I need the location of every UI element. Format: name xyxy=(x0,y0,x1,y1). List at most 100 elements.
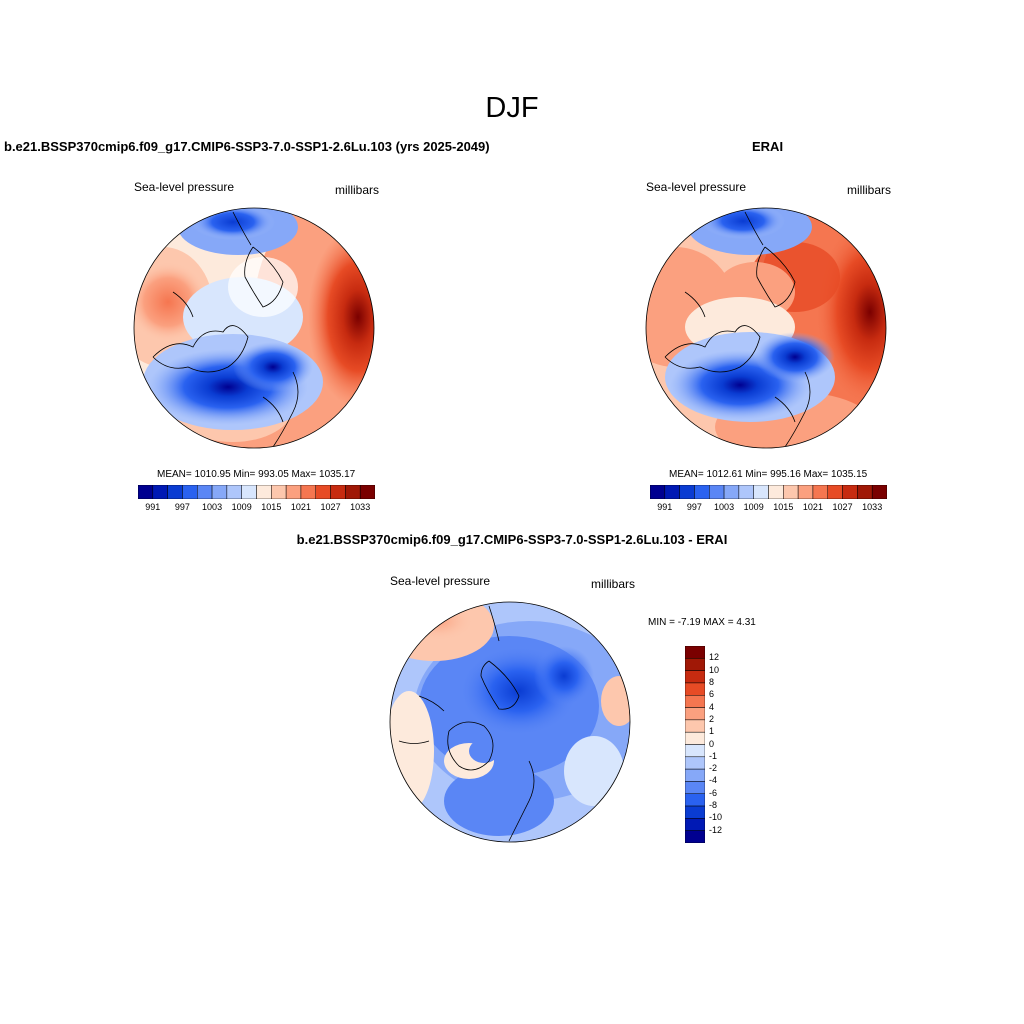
colorbar-swatch xyxy=(679,485,695,499)
diff-units-label: millibars xyxy=(591,577,636,591)
colorbar-swatch xyxy=(167,485,183,499)
colorbar-tick-label: -6 xyxy=(709,787,718,798)
colorbar-tick-label: -2 xyxy=(709,763,718,774)
colorbar-swatch xyxy=(664,485,680,499)
colorbar-swatch xyxy=(226,485,242,499)
colorbar-tick-label: 0 xyxy=(709,738,715,749)
colorbar-swatch xyxy=(685,744,705,758)
colorbar-swatch xyxy=(271,485,287,499)
figure-title: DJF xyxy=(485,92,539,124)
colorbar-tick-label: 12 xyxy=(709,652,720,663)
colorbar-tick-label: -10 xyxy=(709,812,723,823)
colorbar-tick-label: 1021 xyxy=(802,502,823,512)
colorbar-swatch xyxy=(694,485,710,499)
colorbar-swatch xyxy=(685,793,705,807)
colorbar-tick-label: 1 xyxy=(709,726,715,737)
obs-polar-map xyxy=(645,207,887,449)
colorbar-swatch xyxy=(685,731,705,745)
colorbar-tick-label: 1009 xyxy=(743,502,764,512)
colorbar-swatch xyxy=(241,485,257,499)
colorbar-tick-label: -4 xyxy=(709,775,718,786)
colorbar-swatch xyxy=(152,485,168,499)
obs-variable-label: Sea-level pressure xyxy=(646,180,747,194)
colorbar-tick-label: 8 xyxy=(709,676,715,687)
colorbar-swatch xyxy=(345,485,361,499)
model-colorbar xyxy=(138,485,375,499)
colorbar-swatch xyxy=(783,485,799,499)
colorbar-tick-label: 1003 xyxy=(202,502,223,512)
diff-variable-label: Sea-level pressure xyxy=(390,574,491,588)
diff-case-title: b.e21.BSSP370cmip6.f09_g17.CMIP6-SSP3-7.… xyxy=(296,532,728,547)
colorbar-tick-label: 1003 xyxy=(714,502,735,512)
model-stats: MEAN= 1010.95 Min= 993.05 Max= 1035.17 xyxy=(157,469,356,480)
colorbar-swatch xyxy=(685,781,705,794)
colorbar-swatch xyxy=(738,485,754,499)
colorbar-tick-label: 991 xyxy=(145,502,161,512)
colorbar-tick-label: 991 xyxy=(657,502,673,512)
colorbar-tick-label: -8 xyxy=(709,800,718,811)
colorbar-tick-label: 1015 xyxy=(261,502,282,512)
colorbar-swatch xyxy=(211,485,228,499)
colorbar-tick-label: 997 xyxy=(174,502,190,512)
obs-colorbar-ticks: 991 997 1003 1009 1015 1021 1027 1033 xyxy=(650,502,887,514)
colorbar-tick-label: 6 xyxy=(709,689,715,700)
colorbar-swatch xyxy=(685,658,705,671)
colorbar-swatch xyxy=(285,485,302,499)
colorbar-swatch xyxy=(709,485,725,499)
colorbar-tick-label: -1 xyxy=(709,750,718,761)
colorbar-tick-label: 1009 xyxy=(231,502,252,512)
colorbar-swatch xyxy=(753,485,769,499)
model-case-title: b.e21.BSSP370cmip6.f09_g17.CMIP6-SSP3-7.… xyxy=(4,139,490,154)
colorbar-swatch xyxy=(827,485,843,499)
colorbar-swatch xyxy=(797,485,814,499)
colorbar-swatch xyxy=(842,485,858,499)
colorbar-swatch xyxy=(685,707,705,721)
colorbar-swatch xyxy=(138,485,154,499)
diff-stats: MIN = -7.19 MAX = 4.31 xyxy=(648,617,756,628)
colorbar-swatch xyxy=(182,485,198,499)
obs-stats: MEAN= 1012.61 Min= 995.16 Max= 1035.15 xyxy=(669,469,868,480)
colorbar-tick-label: 4 xyxy=(709,701,715,712)
colorbar-tick-label: 997 xyxy=(686,502,702,512)
model-colorbar-ticks: 991 997 1003 1009 1015 1021 1027 1033 xyxy=(138,502,375,514)
colorbar-swatch xyxy=(685,682,705,696)
colorbar-swatch xyxy=(315,485,331,499)
colorbar-tick-label: -12 xyxy=(709,824,723,835)
colorbar-swatch xyxy=(197,485,213,499)
obs-case-title: ERAI xyxy=(752,139,784,154)
colorbar-swatch xyxy=(330,485,346,499)
model-units-label: millibars xyxy=(335,183,380,197)
model-variable-label: Sea-level pressure xyxy=(134,180,235,194)
colorbar-tick-label: 1021 xyxy=(290,502,311,512)
obs-colorbar xyxy=(650,485,887,499)
colorbar-swatch xyxy=(685,756,705,770)
colorbar-swatch xyxy=(685,768,705,782)
colorbar-swatch xyxy=(685,646,705,659)
colorbar-tick-label: 1033 xyxy=(350,502,371,512)
colorbar-tick-label: 1015 xyxy=(773,502,794,512)
colorbar-swatch xyxy=(685,695,705,708)
colorbar-swatch xyxy=(768,485,784,499)
colorbar-tick-label: 10 xyxy=(709,664,720,675)
obs-units-label: millibars xyxy=(847,183,892,197)
colorbar-swatch xyxy=(812,485,828,499)
colorbar-swatch xyxy=(685,670,705,684)
colorbar-swatch xyxy=(871,485,887,499)
colorbar-swatch xyxy=(685,805,705,819)
colorbar-swatch xyxy=(685,818,705,831)
diff-colorbar xyxy=(685,646,705,843)
model-polar-map xyxy=(133,207,375,449)
colorbar-swatch xyxy=(857,485,873,499)
colorbar-tick-label: 1027 xyxy=(832,502,853,512)
colorbar-tick-label: 1027 xyxy=(320,502,341,512)
colorbar-tick-label: 1033 xyxy=(862,502,883,512)
colorbar-swatch xyxy=(650,485,666,499)
colorbar-swatch xyxy=(723,485,740,499)
diff-polar-map xyxy=(389,601,631,843)
colorbar-tick-label: 2 xyxy=(709,713,715,724)
colorbar-swatch xyxy=(300,485,316,499)
colorbar-swatch xyxy=(685,830,705,843)
colorbar-swatch xyxy=(256,485,272,499)
colorbar-swatch xyxy=(685,719,705,733)
colorbar-swatch xyxy=(359,485,375,499)
